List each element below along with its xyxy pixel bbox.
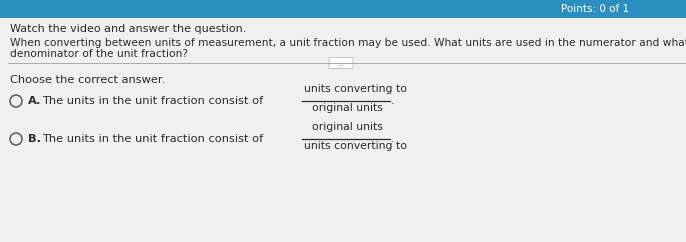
Text: denominator of the unit fraction?: denominator of the unit fraction? [10,49,188,59]
Text: Watch the video and answer the question.: Watch the video and answer the question. [10,24,246,34]
Text: A.: A. [28,96,41,106]
Text: The units in the unit fraction consist of: The units in the unit fraction consist o… [42,134,263,144]
Text: When converting between units of measurement, a unit fraction may be used. What : When converting between units of measure… [10,38,686,48]
Text: units converting to: units converting to [304,84,407,94]
FancyBboxPatch shape [0,0,686,18]
FancyBboxPatch shape [0,18,686,242]
Text: .: . [391,96,394,106]
Text: The units in the unit fraction consist of: The units in the unit fraction consist o… [42,96,263,106]
Text: ...: ... [338,59,344,68]
Text: Choose the correct answer.: Choose the correct answer. [10,75,165,85]
Text: .: . [391,134,394,144]
FancyBboxPatch shape [329,58,353,68]
Circle shape [10,133,22,145]
Text: original units: original units [312,122,383,132]
Text: units converting to: units converting to [304,141,407,151]
Text: original units: original units [312,103,383,113]
Text: Points: 0 of 1: Points: 0 of 1 [561,4,629,14]
Text: B.: B. [28,134,41,144]
Circle shape [10,95,22,107]
